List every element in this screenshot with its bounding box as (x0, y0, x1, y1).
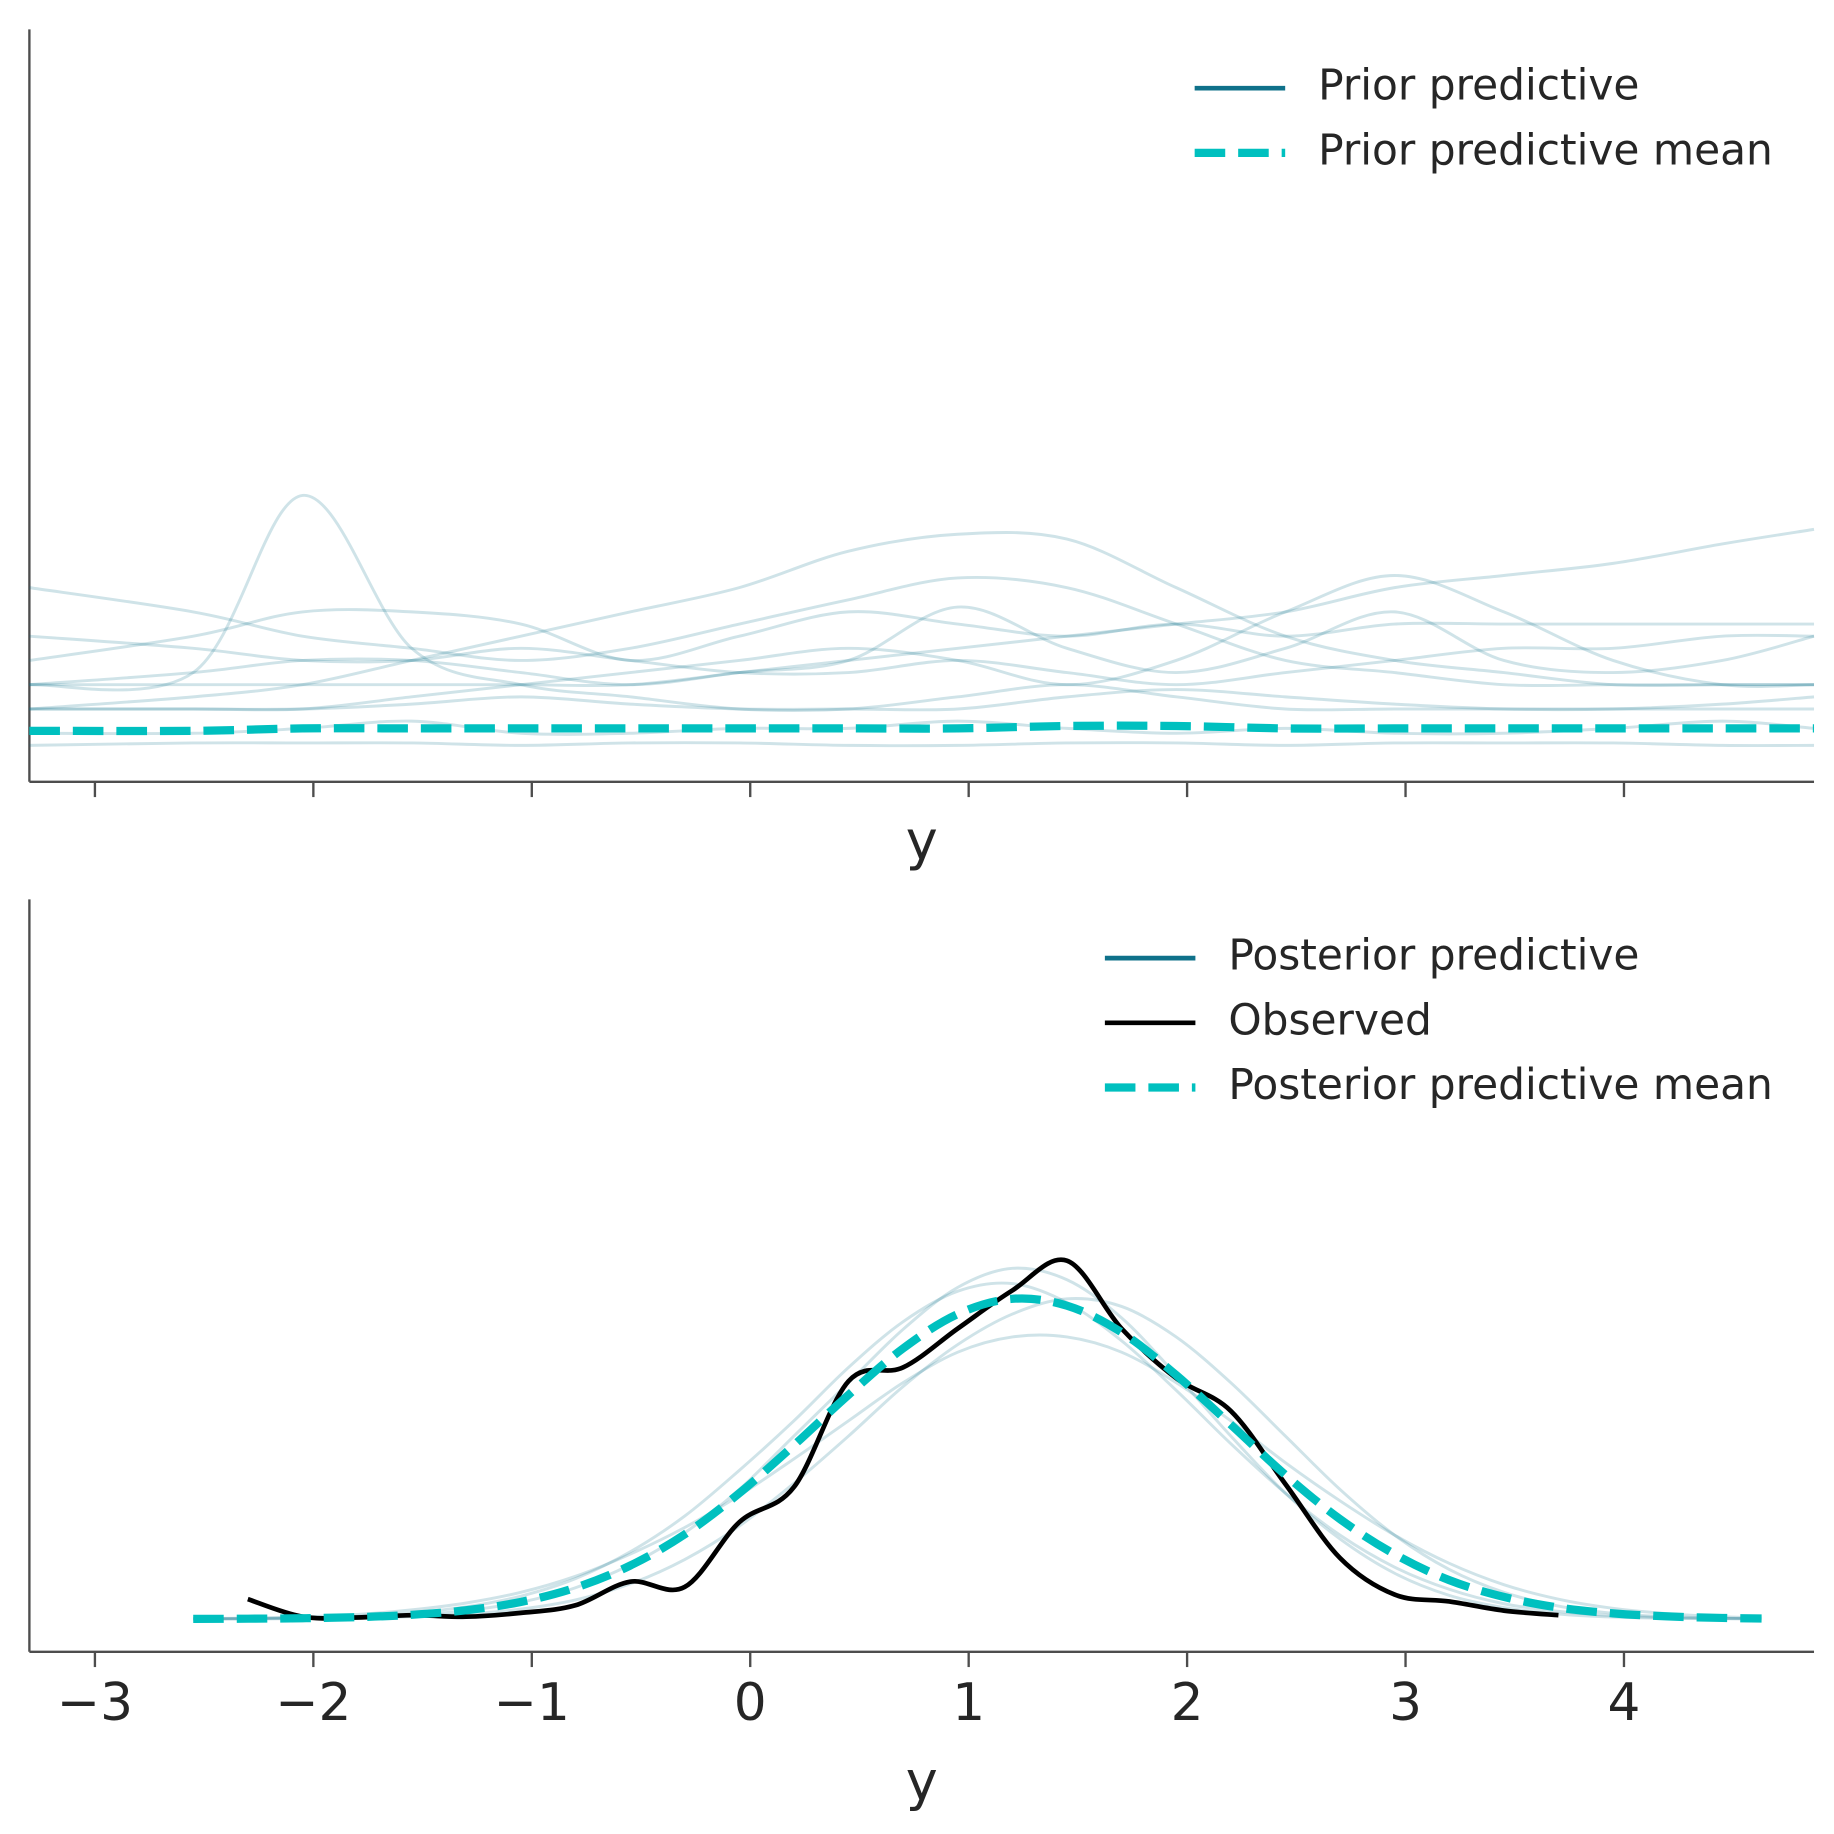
draw-line (193, 1333, 1762, 1621)
x-axis-label: y (906, 1749, 938, 1812)
draw-line (29, 719, 1815, 736)
draw-line (29, 688, 1815, 712)
mean-line (29, 721, 1815, 736)
x-tick-label: 1 (952, 1673, 985, 1733)
legend-label: Observed (1228, 995, 1432, 1044)
draw-line (29, 531, 1815, 711)
x-tick-label: −1 (494, 1673, 570, 1733)
draw-line (29, 741, 1815, 748)
axes: −3 −2 −1 0 1 2 3 4 y (28, 899, 1815, 1812)
draw-line (29, 605, 1815, 687)
legend: Prior predictive Prior predictive mean (1194, 61, 1773, 174)
x-tick-label: 2 (1171, 1673, 1204, 1733)
x-tick-label: 3 (1389, 1673, 1422, 1733)
legend-label: Prior predictive mean (1318, 125, 1773, 174)
legend-label: Posterior predictive (1228, 931, 1639, 980)
draw-line (29, 633, 1815, 687)
x-tick-label: −3 (57, 1673, 133, 1733)
legend-label: Prior predictive (1318, 61, 1639, 110)
axes: y (28, 29, 1815, 872)
x-axis-label: y (906, 809, 938, 872)
x-tick-label: −2 (275, 1673, 351, 1733)
draw-line (193, 1266, 1762, 1621)
draw-line (29, 527, 1815, 688)
draw-line (29, 608, 1815, 662)
draw-line (29, 493, 1815, 712)
mean-line (193, 1294, 1762, 1624)
observed-line (247, 1257, 1559, 1621)
draw-line (29, 574, 1815, 712)
draw-line (193, 1297, 1762, 1621)
draw-line (29, 575, 1815, 688)
legend: Posterior predictive Observed Posterior pr… (1104, 931, 1773, 1109)
x-tick-label: 4 (1608, 1673, 1641, 1733)
legend-label: Posterior predictive mean (1228, 1060, 1773, 1109)
x-tick-label: 0 (734, 1673, 767, 1733)
